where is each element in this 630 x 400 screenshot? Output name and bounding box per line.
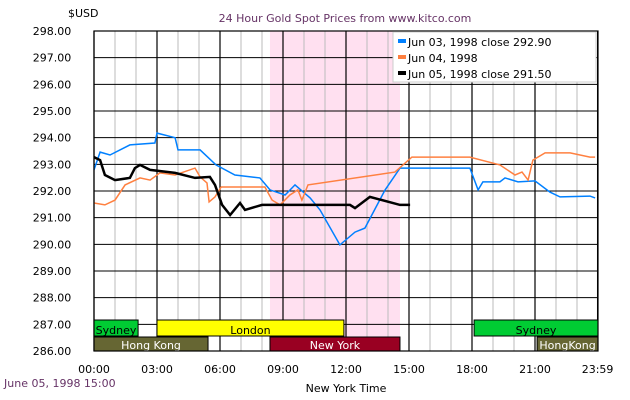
y-tick-label: 287.00 [33, 318, 72, 331]
y-tick-label: 294.00 [33, 132, 72, 145]
x-tick-label: 15:00 [393, 363, 425, 376]
series-line-2 [93, 155, 411, 217]
y-tick-label: 289.00 [33, 265, 72, 278]
y-tick-label: 296.00 [33, 78, 72, 91]
x-tick-label: 00:00 [78, 363, 110, 376]
session-label: London [230, 324, 270, 337]
x-tick-label: 12:00 [330, 363, 362, 376]
chart-title: 24 Hour Gold Spot Prices from www.kitco.… [219, 12, 472, 25]
legend-swatch [398, 39, 406, 43]
x-tick-label: 21:00 [519, 363, 551, 376]
y-tick-label: 291.00 [33, 212, 72, 225]
legend-box [392, 31, 597, 83]
y-tick-label: 298.00 [33, 25, 72, 38]
y-tick-label: 286.00 [33, 345, 72, 358]
x-tick-label: 09:00 [267, 363, 299, 376]
y-tick-label: 297.00 [33, 52, 72, 65]
session-label: New York [310, 339, 361, 352]
session-bar [156, 319, 345, 337]
series-line-0 [93, 132, 596, 247]
x-tick-label: 06:00 [204, 363, 236, 376]
legend-swatch [398, 55, 406, 59]
session-label: Sydney [96, 324, 137, 337]
plot-frame [93, 30, 599, 352]
session-label: Hong Kong [121, 339, 181, 352]
session-label: Sydney [516, 324, 557, 337]
x-axis-label: New York Time [306, 382, 387, 395]
x-tick-label: 23:59 [582, 363, 614, 376]
legend-entry: Jun 05, 1998 close 291.50 [407, 68, 551, 81]
legend-entry: Jun 04, 1998 [407, 52, 478, 65]
session-label: HongKong [539, 339, 595, 352]
y-tick-label: 295.00 [33, 105, 72, 118]
timestamp: June 05, 1998 15:00 [3, 377, 116, 390]
y-tick-label: 288.00 [33, 292, 72, 305]
y-tick-label: 292.00 [33, 185, 72, 198]
x-tick-label: 03:00 [141, 363, 173, 376]
x-tick-label: 18:00 [456, 363, 488, 376]
y-tick-label: 293.00 [33, 158, 72, 171]
y-axis-label: $USD [68, 7, 99, 20]
legend-swatch [398, 71, 406, 75]
legend-entry: Jun 03, 1998 close 292.90 [407, 36, 551, 49]
y-tick-label: 290.00 [33, 238, 72, 251]
